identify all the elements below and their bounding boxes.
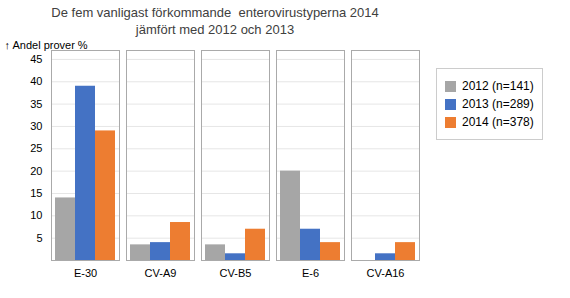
html-text:2014 (n=378): 2014 (n=378) [462,115,534,129]
svg-text:CV-B5: CV-B5 [220,267,252,279]
svg-text:CV-A9: CV-A9 [145,267,177,279]
svg-text:CV-A16: CV-A16 [367,267,405,279]
svg-text:15: 15 [30,187,42,199]
html-text:2013 (n=289): 2013 (n=289) [462,97,534,111]
svg-text:30: 30 [30,120,42,132]
html-text:De fem vanligast förkommande e: De fem vanligast förkommande enterovirus… [51,5,379,20]
svg-text:20: 20 [30,165,42,177]
svg-text:↑ Andel prover %: ↑ Andel prover % [5,39,88,51]
svg-text:25: 25 [30,142,42,154]
svg-text:35: 35 [30,98,42,110]
svg-text:10: 10 [30,209,42,221]
svg-text:E-30: E-30 [74,267,97,279]
svg-text:5: 5 [36,232,42,244]
html-text:2012 (n=141): 2012 (n=141) [462,79,534,93]
svg-text:40: 40 [30,75,42,87]
html-text:jämfört med 2012 och 2013: jämfört med 2012 och 2013 [135,22,295,37]
svg-text:E-6: E-6 [302,267,319,279]
svg-text:45: 45 [30,53,42,65]
